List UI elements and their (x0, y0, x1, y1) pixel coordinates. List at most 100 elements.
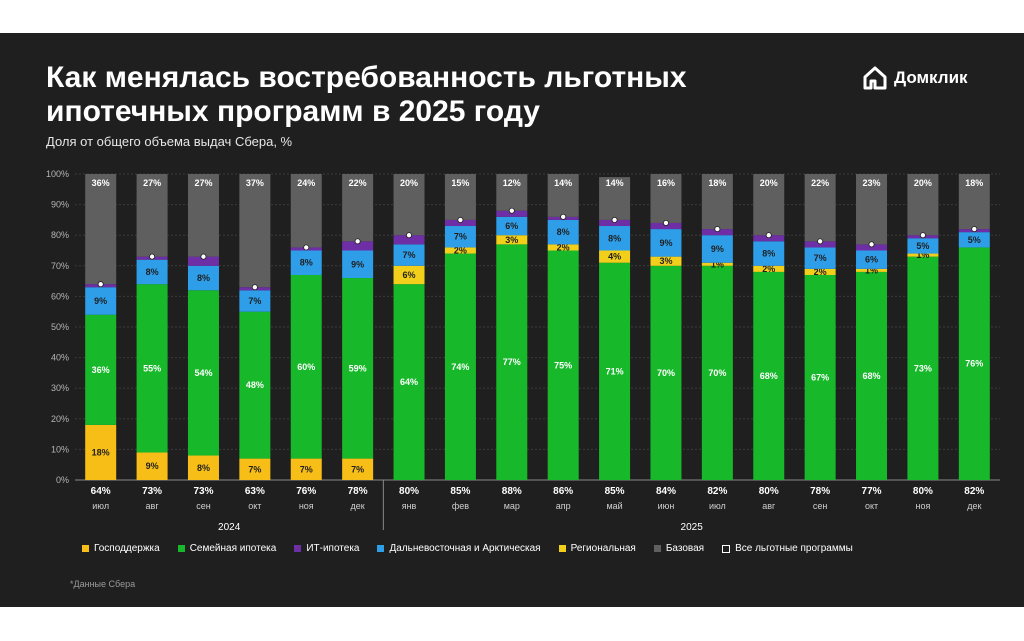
bar-segment-family (804, 274, 836, 480)
legend-label: Семейная ипотека (189, 543, 277, 554)
x-tick-label: апр (556, 501, 571, 511)
bar-segment-gos (136, 452, 168, 480)
data-label-family: 59% (349, 363, 367, 373)
data-label-base: 27% (143, 178, 161, 188)
data-label-base: 36% (92, 178, 110, 188)
data-label-far_east: 7% (248, 296, 261, 306)
data-label-regional: 2% (557, 242, 570, 252)
x-tick-label: окт (248, 501, 261, 511)
data-label-family: 71% (606, 366, 624, 376)
bar-segment-far_east (393, 244, 425, 266)
data-label-gos: 7% (248, 464, 261, 474)
bar-segment-base (342, 174, 374, 242)
bar-segment-regional (599, 250, 631, 263)
bar-segment-gos (187, 455, 219, 480)
brand-name: Домклик (894, 68, 968, 87)
bar-segment-family (342, 278, 374, 459)
data-label-family: 75% (554, 360, 572, 370)
total-label: 80% (759, 486, 779, 497)
total-label: 85% (605, 486, 625, 497)
legend-swatch-regional (558, 545, 566, 552)
bar-segment-base (547, 174, 579, 217)
legend-swatch-family (177, 545, 185, 552)
bar-segment-it (599, 219, 631, 227)
total-label: 73% (193, 486, 213, 497)
data-label-family: 68% (760, 371, 778, 381)
total-marker (765, 232, 772, 239)
y-tick-label: 30% (51, 383, 69, 393)
total-label: 88% (502, 486, 522, 497)
bar-segment-far_east (136, 259, 168, 285)
bar-segment-regional (650, 256, 682, 266)
data-label-far_east: 8% (197, 273, 210, 283)
total-marker (251, 284, 258, 291)
bar-segment-family (239, 311, 271, 459)
legend-swatch-it (294, 545, 302, 552)
data-label-family: 54% (194, 368, 212, 378)
x-tick-label: авг (762, 501, 776, 511)
data-label-regional: 3% (659, 256, 672, 266)
y-tick-label: 0% (56, 475, 69, 485)
legend-item-base: Базовая (653, 543, 705, 554)
bar-segment-it (650, 222, 682, 230)
data-label-family: 36% (92, 365, 110, 375)
total-marker (149, 253, 156, 260)
data-label-gos: 18% (92, 447, 110, 457)
bar-segment-base (393, 174, 425, 236)
bar-segment-base (650, 174, 682, 223)
bar-segment-far_east (701, 235, 733, 263)
bar-segment-family (907, 256, 939, 480)
total-marker (354, 238, 361, 245)
total-label: 78% (348, 486, 368, 497)
total-label: 77% (862, 486, 882, 497)
bar-segment-gos (290, 458, 322, 480)
legend-swatch-far-east (377, 545, 385, 552)
bar-segment-family (547, 250, 579, 480)
total-marker (971, 226, 978, 233)
bar-segment-it (444, 219, 476, 227)
bar-segment-far_east (496, 216, 528, 236)
data-label-regional: 4% (608, 252, 621, 262)
chart-subtitle: Доля от общего объема выдач Сбера, % (46, 134, 293, 149)
bar-segment-far_east (804, 247, 836, 269)
total-marker (868, 241, 875, 248)
bar-segment-base (701, 174, 733, 230)
data-label-base: 18% (708, 178, 726, 188)
bar-segment-far_east (85, 287, 117, 315)
data-label-regional: 2% (762, 264, 775, 274)
bar-segment-family (958, 247, 990, 480)
bar-segment-regional (496, 235, 528, 245)
bar-segment-family (290, 274, 322, 459)
bar-segment-regional (701, 262, 733, 266)
legend-swatch-gos (82, 545, 89, 552)
bar-segment-base (187, 174, 219, 257)
data-label-family: 73% (914, 363, 932, 373)
data-label-far_east: 8% (557, 227, 570, 237)
bar-segment-family (701, 265, 733, 480)
x-tick-label: июн (658, 501, 675, 511)
x-tick-label: авг (146, 501, 160, 511)
data-label-base: 37% (246, 178, 264, 188)
data-label-base: 27% (194, 178, 212, 188)
x-tick-label: мар (504, 501, 520, 511)
data-label-base: 20% (914, 178, 932, 188)
data-label-gos: 8% (197, 463, 210, 473)
data-label-base: 22% (349, 178, 367, 188)
total-label: 80% (399, 486, 419, 497)
bar-segment-regional (444, 247, 476, 254)
bar-segment-base (907, 174, 939, 236)
data-label-regional: 1% (711, 259, 724, 269)
legend-label: Базовая (665, 543, 705, 554)
total-marker (200, 253, 207, 260)
data-label-family: 74% (451, 362, 469, 372)
total-label: 85% (450, 486, 470, 497)
data-label-regional: 3% (505, 235, 518, 245)
bar-segment-base (804, 174, 836, 242)
total-label: 82% (964, 486, 984, 497)
brand-logo: Домклик (862, 65, 968, 91)
data-label-family: 60% (297, 362, 315, 372)
data-label-base: 12% (503, 178, 521, 188)
footnote: *Данные Сбера (70, 579, 136, 589)
bar-segment-base (599, 177, 631, 220)
bar-segment-base (239, 174, 271, 288)
